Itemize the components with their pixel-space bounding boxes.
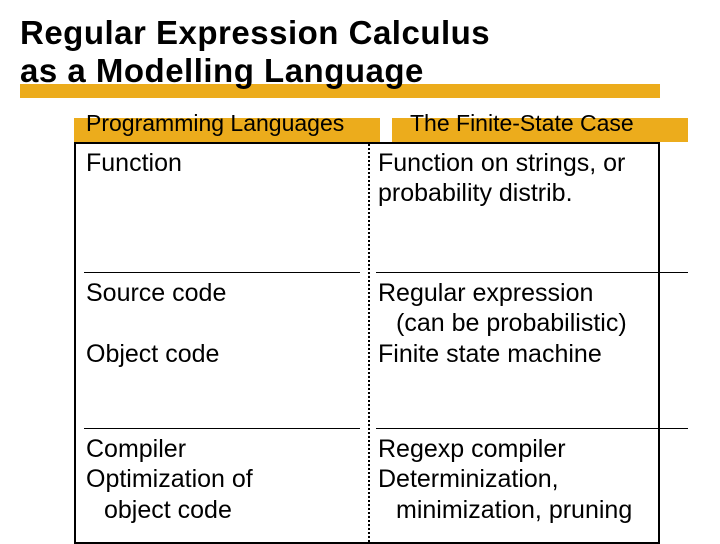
title-block: Regular Expression Calculus as a Modelli…	[20, 14, 700, 90]
cell-line: object code	[86, 495, 364, 526]
row-divider-right	[376, 272, 688, 273]
table-row: Function Function on strings, or probabi…	[76, 148, 658, 252]
cell-line: Compiler	[86, 435, 186, 463]
slide-title: Regular Expression Calculus as a Modelli…	[20, 14, 700, 90]
table-row: Compiler Optimization of object code Reg…	[76, 434, 658, 534]
table-row: Source code Object code Regular expressi…	[76, 278, 658, 398]
cell-left: Function	[86, 148, 364, 179]
title-line-2: as a Modelling Language	[20, 52, 424, 89]
column-header-left: Programming Languages	[86, 110, 344, 137]
cell-line: Optimization of	[86, 465, 253, 493]
slide: Regular Expression Calculus as a Modelli…	[0, 0, 720, 540]
row-divider-left	[84, 428, 360, 429]
cell-right: Regexp compiler Determinization, minimiz…	[378, 434, 688, 526]
cell-line: minimization, pruning	[378, 495, 688, 526]
row-divider-left	[84, 272, 360, 273]
row-divider-right	[376, 428, 688, 429]
cell-line: Object code	[86, 340, 219, 368]
cell-line: Determinization,	[378, 465, 559, 493]
column-headers: Programming Languages The Finite-State C…	[74, 108, 660, 142]
cell-line: Source code	[86, 279, 226, 307]
cell-left: Compiler Optimization of object code	[86, 434, 364, 526]
cell-line: Regular expression	[378, 279, 593, 307]
cell-line: Regexp compiler	[378, 435, 566, 463]
title-line-1: Regular Expression Calculus	[20, 14, 490, 51]
cell-right: Function on strings, or probability dist…	[378, 148, 688, 209]
cell-right: Regular expression (can be probabilistic…	[378, 278, 688, 370]
comparison-table: Function Function on strings, or probabi…	[74, 142, 660, 544]
cell-line: Finite state machine	[378, 340, 602, 368]
cell-line: (can be probabilistic)	[378, 308, 688, 339]
column-header-right: The Finite-State Case	[410, 110, 634, 137]
cell-left: Source code Object code	[86, 278, 364, 370]
